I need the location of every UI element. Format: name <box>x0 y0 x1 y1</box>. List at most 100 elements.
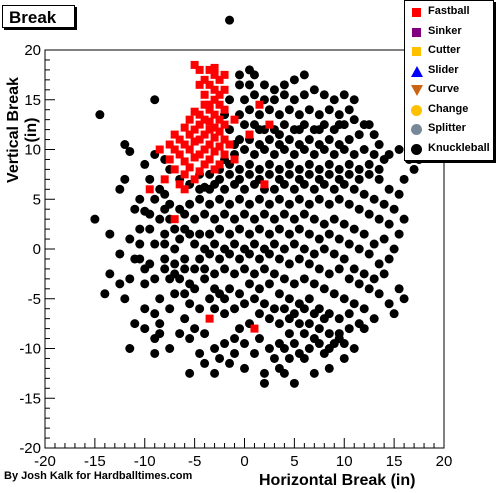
knuckleball-point <box>185 334 195 344</box>
knuckleball-point <box>195 184 205 194</box>
knuckleball-point <box>150 95 160 105</box>
knuckleball-point <box>309 309 319 319</box>
knuckleball-point <box>309 85 319 95</box>
knuckleball-point <box>284 105 294 115</box>
knuckleball-point <box>155 214 165 224</box>
knuckleball-point <box>329 249 339 259</box>
knuckleball-point <box>314 194 324 204</box>
knuckleball-point <box>135 224 145 234</box>
knuckleball-point <box>105 229 115 239</box>
x-tick-label: 10 <box>336 453 353 470</box>
knuckleball-point <box>140 159 150 169</box>
fastball-point <box>170 130 179 139</box>
knuckleball-point <box>314 140 324 150</box>
legend-label: Splitter <box>428 122 466 134</box>
knuckleball-point <box>369 130 379 140</box>
knuckleball-point <box>334 329 344 339</box>
fastball-point <box>185 145 194 154</box>
fastball-point <box>220 105 229 114</box>
knuckleball-point <box>294 194 304 204</box>
knuckleball-point <box>284 159 294 169</box>
knuckleball-point <box>294 319 304 329</box>
knuckleball-point <box>289 239 299 249</box>
fastball-point <box>205 100 214 109</box>
fastball-point <box>250 324 259 333</box>
legend-swatch <box>412 47 421 56</box>
knuckleball-point <box>334 194 344 204</box>
knuckleball-point <box>210 239 220 249</box>
fastball-point <box>215 160 224 169</box>
legend-item: Sinker <box>411 24 496 43</box>
knuckleball-point <box>185 299 195 309</box>
knuckleball-point <box>284 353 294 363</box>
knuckleball-point <box>289 75 299 85</box>
fastball-point <box>260 180 269 189</box>
knuckleball-point <box>394 145 404 154</box>
knuckleball-point <box>389 244 399 254</box>
knuckleball-point <box>394 189 404 199</box>
knuckleball-point <box>160 229 170 239</box>
knuckleball-point <box>284 259 294 269</box>
fastball-point <box>205 155 214 164</box>
knuckleball-point <box>235 194 245 204</box>
knuckleball-point <box>324 105 334 115</box>
knuckleball-point <box>249 239 259 249</box>
knuckleball-point <box>344 274 354 284</box>
knuckleball-point <box>225 95 235 105</box>
knuckleball-point <box>294 164 304 174</box>
knuckleball-point <box>274 164 284 174</box>
knuckleball-point <box>364 159 374 169</box>
fastball-point <box>155 145 164 154</box>
knuckleball-point <box>364 120 374 130</box>
knuckleball-point <box>344 199 354 209</box>
knuckleball-point <box>264 105 274 115</box>
knuckleball-point <box>294 224 304 234</box>
legend-label: Change <box>428 102 469 115</box>
fastball-point <box>180 123 189 132</box>
knuckleball-point <box>349 224 359 234</box>
knuckleball-point <box>294 125 304 135</box>
knuckleball-point <box>299 329 309 339</box>
knuckleball-point <box>185 199 195 209</box>
knuckleball-point <box>359 229 369 239</box>
knuckleball-point <box>244 65 254 75</box>
knuckleball-point <box>389 204 399 214</box>
knuckleball-point <box>329 149 339 159</box>
knuckleball-point <box>254 110 264 120</box>
knuckleball-point <box>240 244 249 254</box>
knuckleball-point <box>220 264 230 274</box>
knuckleball-point <box>135 239 145 249</box>
knuckleball-point <box>289 279 299 289</box>
knuckleball-point <box>125 344 135 353</box>
knuckleball-point <box>314 164 324 174</box>
knuckleball-point <box>274 140 284 150</box>
fastball-point <box>245 130 254 139</box>
knuckleball-point <box>319 219 329 229</box>
knuckleball-point <box>210 304 220 314</box>
legend-item: Splitter <box>411 121 496 140</box>
knuckleball-point <box>125 274 135 284</box>
knuckleball-point <box>170 269 180 279</box>
knuckleball-point <box>369 239 379 249</box>
knuckleball-point <box>294 174 304 184</box>
knuckleball-point <box>220 309 230 319</box>
fastball-point <box>215 100 224 109</box>
knuckleball-point <box>314 264 324 274</box>
axis-ticks: -20 -15 -10 -5 0 5 10 15 20 -20 -15 -10 -5 0 5 10 15 20 <box>19 42 452 470</box>
knuckleball-point <box>294 140 304 150</box>
knuckleball-point <box>354 164 364 174</box>
knuckleball-point <box>289 339 299 349</box>
knuckleball-point <box>309 149 319 159</box>
knuckleball-point <box>230 269 240 279</box>
knuckleball-point <box>115 184 125 194</box>
knuckleball-point <box>284 199 294 209</box>
legend-swatch <box>412 8 421 17</box>
knuckleball-point <box>105 269 115 279</box>
knuckleball-point <box>264 135 274 145</box>
knuckleball-point <box>344 309 354 319</box>
knuckleball-point <box>185 229 195 239</box>
knuckleball-point <box>324 329 334 339</box>
knuckleball-point <box>254 194 264 204</box>
fastball-point <box>205 80 214 89</box>
knuckleball-point <box>349 115 359 125</box>
